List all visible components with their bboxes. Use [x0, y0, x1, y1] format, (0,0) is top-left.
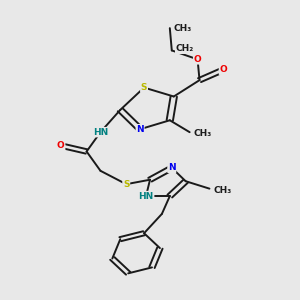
Text: CH₃: CH₃ [213, 186, 232, 195]
Text: CH₃: CH₃ [174, 24, 192, 33]
Text: O: O [194, 55, 201, 64]
Text: N: N [168, 163, 176, 172]
Text: CH₃: CH₃ [194, 129, 212, 138]
Text: N: N [136, 125, 144, 134]
Text: HN: HN [138, 192, 154, 201]
Text: O: O [219, 65, 227, 74]
Text: S: S [123, 180, 130, 189]
Text: O: O [57, 141, 65, 150]
Text: CH₂: CH₂ [176, 44, 194, 53]
Text: S: S [141, 83, 147, 92]
Text: HN: HN [93, 128, 108, 137]
